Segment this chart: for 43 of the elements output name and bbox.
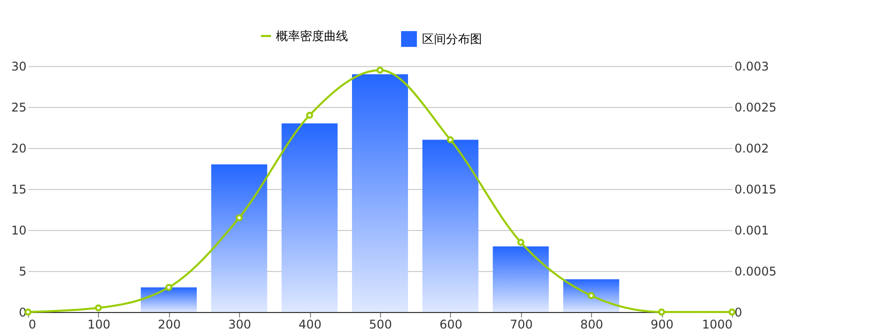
point [517, 238, 524, 246]
bar [140, 287, 197, 312]
bar [282, 123, 338, 312]
point [165, 284, 172, 291]
x-tick-label: 300 [228, 318, 252, 330]
y-tick-label: 30 [11, 60, 26, 74]
bar [422, 140, 478, 312]
point [94, 304, 102, 312]
y-tick-label: 25 [11, 100, 26, 114]
x-tick-label: 700 [510, 318, 533, 330]
y2-tick-label: 0.0015 [734, 182, 776, 196]
point [588, 292, 595, 300]
legend-label: 区间分布图 [422, 32, 482, 46]
x-tick-label: 600 [439, 318, 462, 330]
x-tick-label: 500 [369, 318, 392, 330]
bar [352, 74, 408, 312]
point [446, 136, 454, 144]
x-tick-label: 1000 [702, 318, 732, 330]
x-tick-label: 800 [580, 318, 604, 330]
point [306, 112, 314, 119]
y2-tick-label: 0.0005 [734, 264, 776, 278]
y2-tick-label: 0.001 [734, 224, 769, 238]
x-tick-label: 200 [158, 318, 181, 330]
x-tick-label: 400 [298, 318, 322, 330]
y-tick-label: 5 [18, 264, 26, 278]
y2-tick-label: 0.0025 [734, 100, 776, 114]
bar [492, 246, 549, 312]
x-tick-label: 100 [87, 318, 110, 330]
y-tick-label: 10 [11, 224, 26, 238]
y-tick-label: 15 [11, 182, 26, 196]
point [658, 308, 666, 316]
point [728, 308, 736, 316]
y2-tick-label: 0.003 [734, 60, 769, 74]
y2-tick-label: 0.002 [734, 142, 769, 156]
x-tick-label: 900 [650, 318, 674, 330]
legend-label: 概率密度曲线 [276, 29, 348, 43]
point [376, 66, 384, 74]
x-tick-label: 0 [28, 318, 36, 330]
point [236, 214, 243, 222]
bar [211, 164, 268, 312]
bar [563, 279, 620, 312]
y-tick-label: 20 [11, 142, 26, 156]
y2-tick-label: 0 [734, 306, 742, 320]
